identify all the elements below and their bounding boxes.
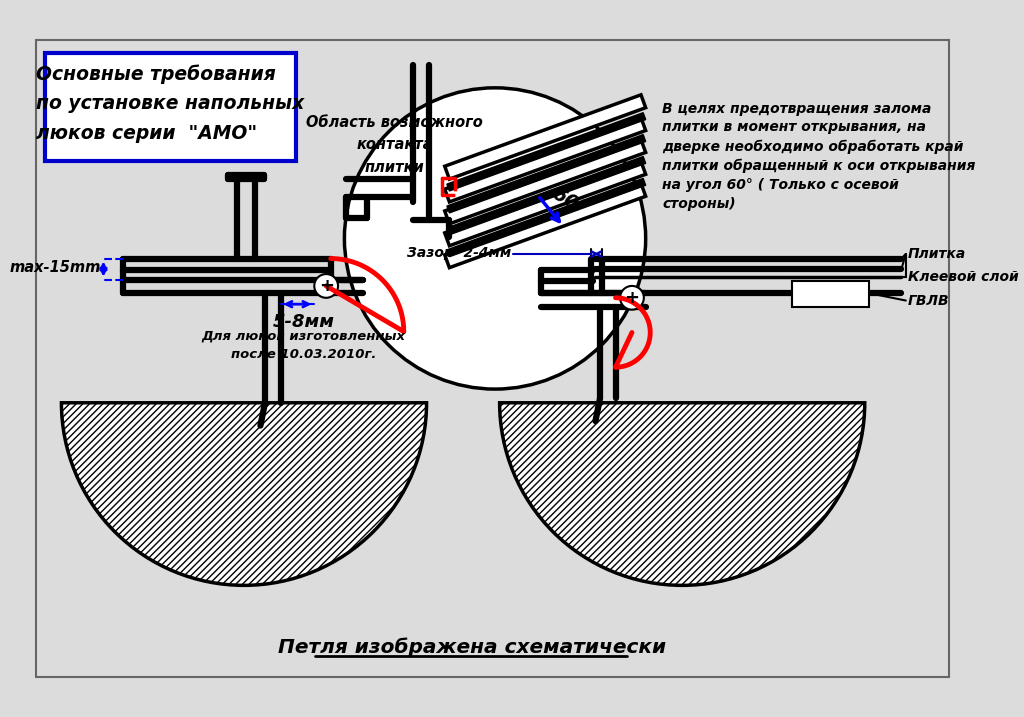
Polygon shape — [446, 113, 646, 191]
Text: +: + — [318, 277, 334, 295]
Circle shape — [344, 87, 646, 389]
Polygon shape — [444, 161, 646, 246]
Polygon shape — [446, 179, 646, 257]
Text: max-15mm: max-15mm — [9, 260, 100, 275]
Wedge shape — [61, 403, 427, 585]
Bar — [792, 281, 869, 307]
Text: Зазор  2-4мм: Зазор 2-4мм — [408, 246, 511, 260]
Text: ГВЛВ: ГВЛВ — [907, 293, 949, 308]
Bar — [45, 53, 296, 161]
Polygon shape — [446, 156, 646, 234]
Text: Для люков изготовленных
после 10.03.2010г.: Для люков изготовленных после 10.03.2010… — [202, 330, 406, 361]
Wedge shape — [500, 403, 864, 585]
Polygon shape — [444, 184, 646, 267]
Polygon shape — [444, 140, 646, 224]
Polygon shape — [444, 118, 646, 202]
Polygon shape — [446, 135, 646, 213]
Text: Клеевой слой: Клеевой слой — [907, 270, 1019, 284]
Text: +: + — [625, 289, 639, 307]
Text: 5-8мм: 5-8мм — [272, 313, 334, 331]
Text: Основные требования
по установке напольных
люков серии  "АМО": Основные требования по установке напольн… — [37, 64, 304, 143]
Circle shape — [621, 286, 644, 310]
Text: Петля изображена схематически: Петля изображена схематически — [279, 637, 667, 657]
Text: В целях предотвращения залома
плитки в момент открывания, на
дверке необходимо о: В целях предотвращения залома плитки в м… — [663, 102, 976, 212]
Polygon shape — [444, 95, 646, 179]
Text: Область возможного
контакта
плитки: Область возможного контакта плитки — [306, 115, 483, 175]
Text: 60°: 60° — [548, 184, 590, 219]
Circle shape — [314, 274, 338, 298]
Text: Плитка: Плитка — [907, 247, 966, 261]
